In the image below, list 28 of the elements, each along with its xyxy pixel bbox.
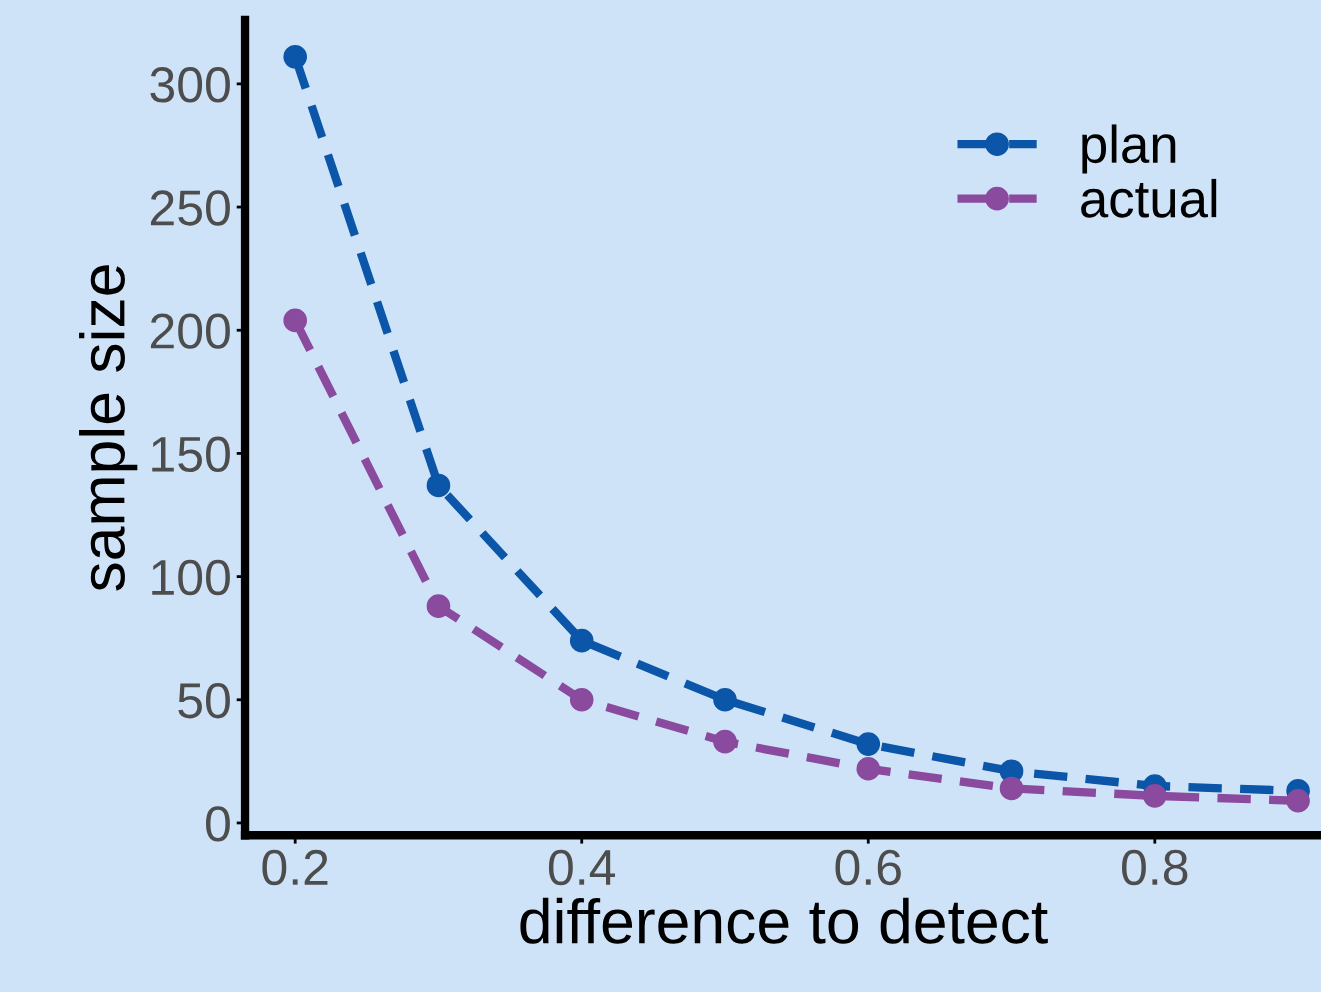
point	[999, 776, 1024, 801]
point	[856, 732, 881, 756]
point	[283, 44, 307, 69]
x-tick-label: 0.6	[835, 849, 901, 886]
point	[1286, 788, 1310, 813]
point	[426, 594, 451, 618]
legend-label: plan	[1082, 124, 1176, 174]
point	[426, 473, 451, 498]
y-tick-label: 200	[150, 313, 230, 349]
point	[283, 308, 307, 333]
point	[569, 687, 594, 712]
y-axis-title: sample size	[79, 265, 138, 591]
x-tick-label: 0.4	[548, 849, 616, 886]
y-tick-label: 50	[178, 682, 230, 719]
legend-label: actual	[1081, 178, 1217, 218]
y-tick-label: 150	[152, 436, 230, 473]
point	[713, 729, 737, 754]
x-axis-title: difference to detect	[520, 897, 1048, 944]
y-tick-label: 300	[150, 67, 230, 103]
x-tick-label: 0.2	[262, 849, 328, 886]
y-tick-label: 100	[152, 559, 230, 596]
point	[1143, 784, 1167, 808]
y-tick-label: 250	[150, 190, 230, 226]
point	[569, 628, 594, 653]
x-tick-label: 0.8	[1122, 849, 1188, 886]
point	[713, 687, 737, 712]
y-tick-label: 0	[206, 806, 230, 842]
point	[856, 756, 881, 781]
